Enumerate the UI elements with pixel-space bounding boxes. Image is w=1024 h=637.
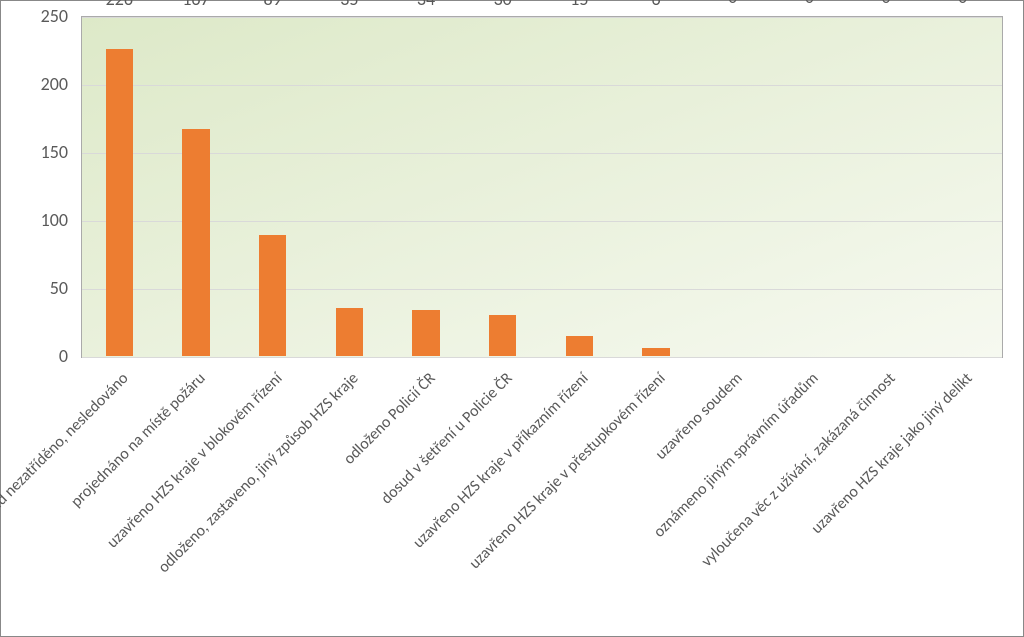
y-tick-label: 150 (41, 141, 68, 163)
x-slot: uzavřeno HZS kraje jako jiný delikt (924, 361, 1001, 621)
bar (642, 348, 670, 356)
bar-slot: 167 (158, 16, 235, 356)
bar-value-label: 35 (340, 0, 358, 10)
x-slot: odloženo, zastaveno, jiný způsob HZS kra… (311, 361, 388, 621)
y-tick-label: 250 (41, 5, 68, 27)
y-tick-label: 100 (41, 209, 68, 231)
bar-slot: 89 (234, 16, 311, 356)
bar-value-label: 89 (264, 0, 282, 10)
y-tick-label: 50 (50, 277, 68, 299)
bar-value-label: 167 (182, 0, 209, 10)
gridline (82, 357, 1002, 358)
bar-slot: 6 (618, 16, 695, 356)
bar-value-label: 30 (494, 0, 512, 10)
y-tick-label: 200 (41, 73, 68, 95)
x-slot: uzavřeno HZS kraje v přestupkovém řízení (618, 361, 695, 621)
y-tick-label: 0 (59, 345, 68, 367)
bar (259, 235, 287, 356)
bar-value-label: 0 (958, 0, 967, 8)
bar (106, 49, 134, 356)
bar-slot: 0 (694, 16, 771, 356)
bar-value-label: 0 (881, 0, 890, 8)
bar-value-label: 226 (106, 0, 133, 10)
bar (182, 129, 210, 356)
bar-slot: 226 (81, 16, 158, 356)
bar-slot: 0 (848, 16, 925, 356)
bar-slot: 30 (464, 16, 541, 356)
bar-value-label: 34 (417, 0, 435, 10)
bar-slot: 0 (924, 16, 1001, 356)
x-axis-labels: dosud nezatříděno, nesledovánoprojednáno… (81, 361, 1001, 621)
bar (566, 336, 594, 356)
bars-layer: 226167893534301560000 (81, 16, 1001, 356)
bar-value-label: 6 (651, 0, 660, 10)
bar-value-label: 0 (805, 0, 814, 8)
bar-value-label: 15 (570, 0, 588, 10)
bar-slot: 0 (771, 16, 848, 356)
bar-slot: 35 (311, 16, 388, 356)
y-axis: 050100150200250 (1, 16, 76, 356)
bar (489, 315, 517, 356)
bar-value-label: 0 (728, 0, 737, 8)
bar-slot: 34 (388, 16, 465, 356)
bar (412, 310, 440, 356)
bar (336, 308, 364, 356)
bar-chart: 050100150200250 226167893534301560000 do… (0, 0, 1024, 637)
bar-slot: 15 (541, 16, 618, 356)
